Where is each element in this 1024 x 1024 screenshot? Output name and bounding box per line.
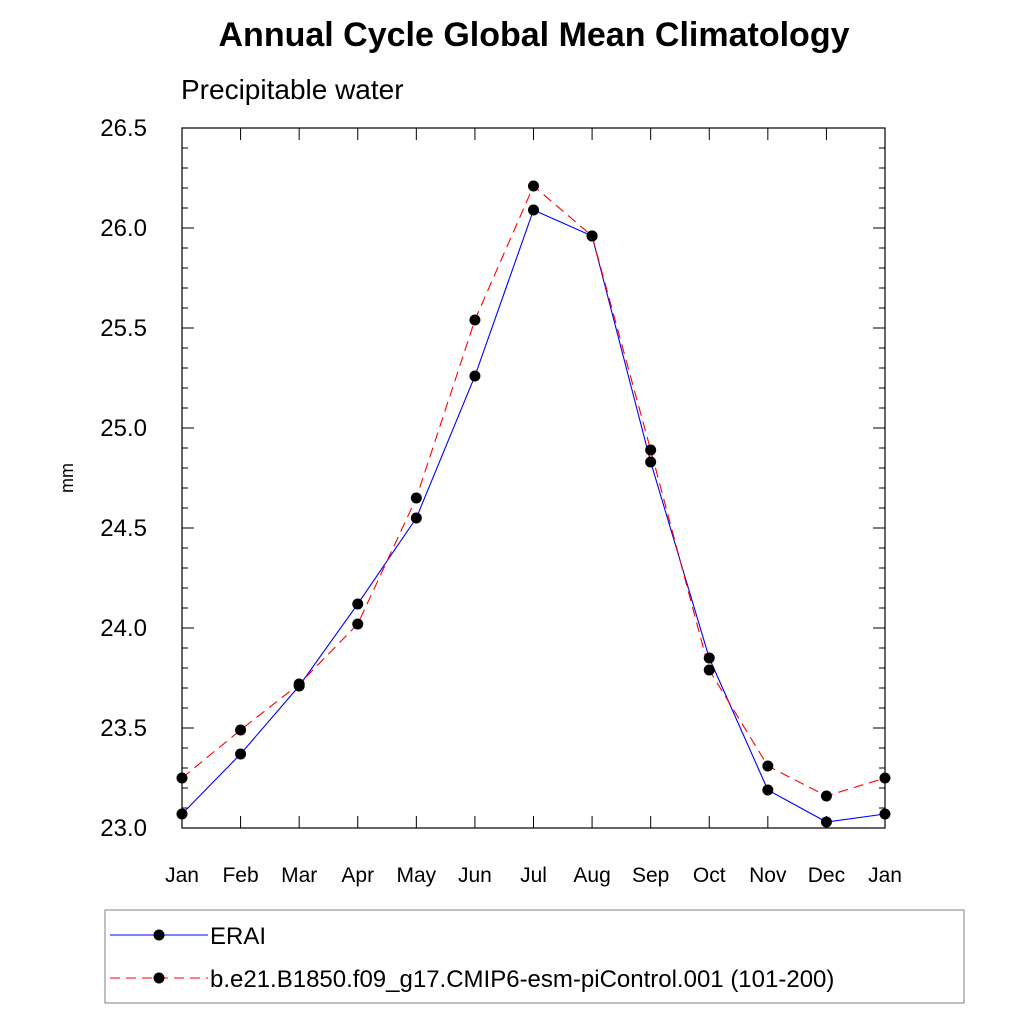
x-tick-label: Aug bbox=[573, 864, 610, 887]
series-0-point bbox=[528, 204, 539, 216]
series-0-point bbox=[879, 808, 891, 820]
series-1-point bbox=[235, 724, 247, 736]
y-tick-label: 23.5 bbox=[100, 715, 147, 742]
series-1-point bbox=[879, 772, 891, 784]
series-1-point bbox=[176, 772, 188, 784]
series-0-point bbox=[235, 748, 247, 760]
series-1-point bbox=[293, 678, 305, 690]
series-1-point bbox=[762, 760, 774, 772]
y-tick-label: 25.0 bbox=[100, 415, 147, 442]
chart-title: Annual Cycle Global Mean Climatology bbox=[219, 16, 850, 54]
series-line-1 bbox=[181, 185, 886, 797]
y-tick-label: 26.5 bbox=[100, 115, 147, 142]
y-tick-label: 24.0 bbox=[100, 615, 147, 642]
x-tick-label: Dec bbox=[808, 864, 845, 887]
x-tick-label: Jan bbox=[868, 864, 902, 887]
series-1-point bbox=[528, 180, 539, 192]
series-1-point bbox=[469, 314, 481, 326]
x-tick-label: May bbox=[396, 864, 436, 887]
x-tick-label: Oct bbox=[693, 864, 726, 887]
x-tick-label: Sep bbox=[632, 864, 669, 887]
axes: 23.0 23.5 24.0 24.5 25.0 25.5 26.0 26.5 Jan Feb Ma… bbox=[100, 115, 902, 887]
chart-subtitle: Precipitable water bbox=[181, 74, 404, 105]
series-layer bbox=[176, 180, 891, 828]
legend-box bbox=[104, 909, 965, 1004]
legend-label-model: b.e21.B1850.f09_g17.CMIP6-esm-piControl.… bbox=[210, 966, 834, 993]
x-tick-label: Jul bbox=[520, 864, 547, 887]
series-line-0 bbox=[181, 209, 886, 823]
legend-marker-model bbox=[153, 972, 165, 984]
y-tick-label: 26.0 bbox=[100, 215, 147, 242]
x-tick-label: Jan bbox=[165, 864, 199, 887]
series-1-point bbox=[586, 230, 598, 242]
legend-marker-erai bbox=[153, 929, 165, 941]
series-0-point bbox=[703, 652, 715, 664]
x-tick-label: Apr bbox=[341, 864, 374, 887]
x-tick-label: Mar bbox=[281, 864, 317, 887]
plot-frame bbox=[181, 127, 886, 829]
series-1-point bbox=[703, 664, 715, 676]
series-1-point bbox=[820, 790, 832, 802]
series-0-point bbox=[352, 598, 364, 610]
y-tick-label: 24.5 bbox=[100, 515, 147, 542]
y-tick-label: 25.5 bbox=[100, 315, 147, 342]
series-0-point bbox=[176, 808, 188, 820]
series-0-point bbox=[469, 370, 481, 382]
legend-label-erai: ERAI bbox=[210, 923, 266, 950]
y-axis-label: mm bbox=[57, 463, 77, 493]
series-0-point bbox=[762, 784, 774, 796]
series-1-point bbox=[645, 444, 657, 456]
series-0-point bbox=[410, 512, 422, 524]
series-1-point bbox=[410, 492, 422, 504]
x-tick-label: Nov bbox=[749, 864, 787, 887]
series-1-point bbox=[352, 618, 364, 630]
y-tick-label: 23.0 bbox=[100, 815, 147, 842]
x-tick-label: Jun bbox=[458, 864, 492, 887]
x-tick-label: Feb bbox=[222, 864, 258, 887]
series-0-point bbox=[820, 816, 832, 828]
series-0-point bbox=[645, 456, 657, 468]
